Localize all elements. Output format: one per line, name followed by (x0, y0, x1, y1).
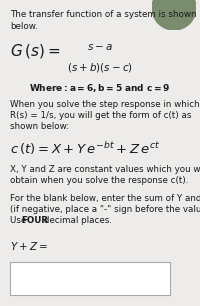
Text: $Y + Z =$: $Y + Z =$ (10, 240, 48, 252)
Circle shape (152, 0, 196, 30)
Text: (if negative, place a "-" sign before the value).: (if negative, place a "-" sign before th… (10, 205, 200, 214)
Text: Use: Use (10, 216, 29, 225)
Text: For the blank below, enter the sum of Y and Z: For the blank below, enter the sum of Y … (10, 194, 200, 203)
Text: shown below:: shown below: (10, 122, 69, 131)
Text: X, Y and Z are constant values which you will: X, Y and Z are constant values which you… (10, 165, 200, 174)
Text: below.: below. (10, 22, 38, 31)
Text: $(s+b)(s-c)$: $(s+b)(s-c)$ (67, 61, 133, 74)
Text: $c\,(t) = X + Y\,e^{-bt} + Z\,e^{ct}$: $c\,(t) = X + Y\,e^{-bt} + Z\,e^{ct}$ (10, 140, 160, 157)
Text: FOUR: FOUR (21, 216, 48, 225)
Text: R(s) = 1/s, you will get the form of c(t) as: R(s) = 1/s, you will get the form of c(t… (10, 111, 192, 120)
Text: $s-a$: $s-a$ (87, 42, 113, 52)
Text: $G\,(s) =$: $G\,(s) =$ (10, 42, 60, 60)
Text: obtain when you solve the response c(t).: obtain when you solve the response c(t). (10, 176, 188, 185)
Text: When you solve the step response in which: When you solve the step response in whic… (10, 100, 200, 109)
Text: $\bf{Where: a = 6, b = 5\ and\ c = 9}$: $\bf{Where: a = 6, b = 5\ and\ c = 9}$ (29, 82, 171, 94)
Text: decimal places.: decimal places. (41, 216, 112, 225)
Text: The transfer function of a system is shown: The transfer function of a system is sho… (10, 10, 196, 19)
